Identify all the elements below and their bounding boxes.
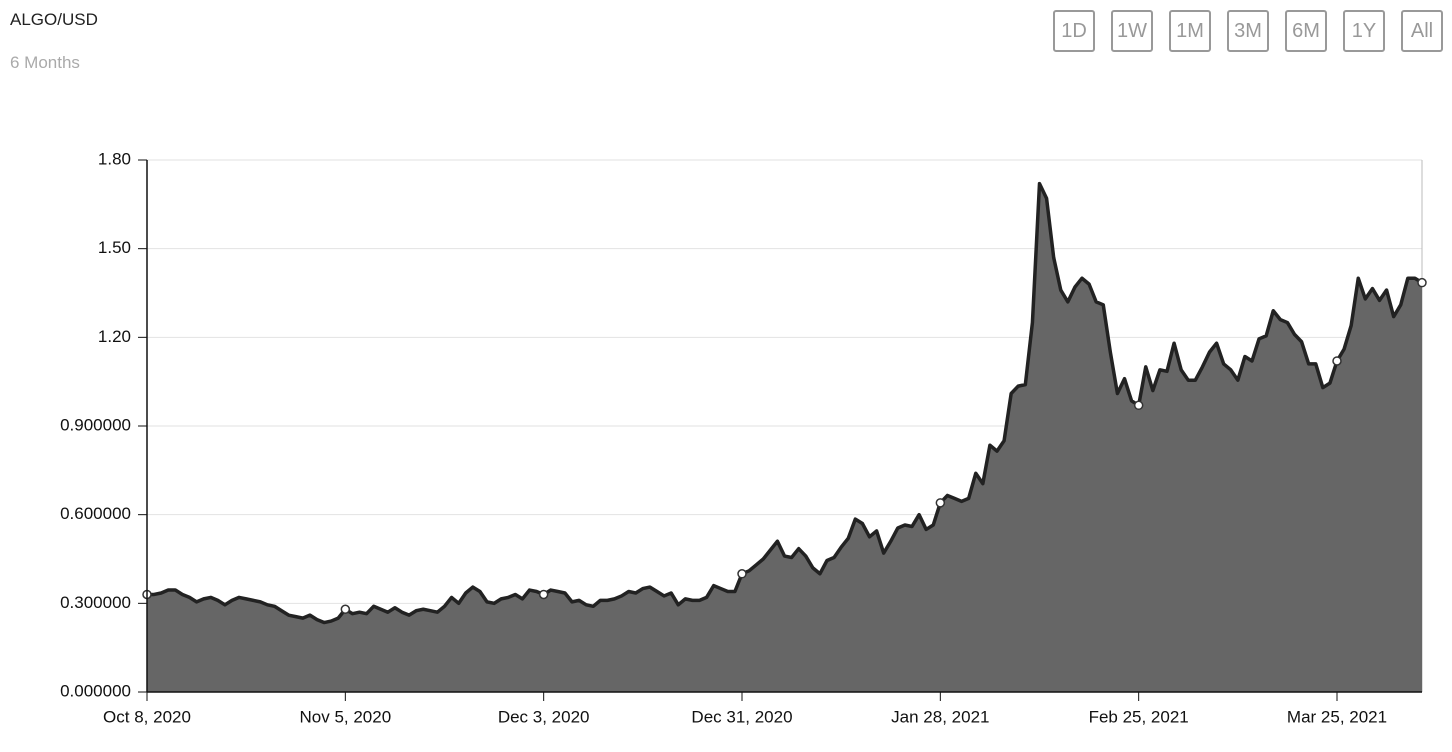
point-marker <box>538 589 549 600</box>
x-tick-label: Oct 8, 2020 <box>103 707 191 726</box>
y-tick-label: 1.50 <box>98 238 131 257</box>
y-tick-label: 0.000000 <box>60 681 131 700</box>
range-button[interactable]: 6M <box>1285 10 1327 52</box>
x-tick-label: Mar 25, 2021 <box>1287 707 1387 726</box>
range-button[interactable]: All <box>1401 10 1443 52</box>
x-tick-label: Dec 31, 2020 <box>691 707 792 726</box>
y-tick-label: 1.20 <box>98 327 131 346</box>
x-tick-label: Dec 3, 2020 <box>498 707 590 726</box>
x-tick-label: Jan 28, 2021 <box>891 707 989 726</box>
y-tick-label: 0.300000 <box>60 593 131 612</box>
point-marker <box>1133 400 1144 411</box>
range-buttons: 1D 1W 1M 3M 6M 1Y All <box>1053 10 1443 52</box>
range-button[interactable]: 1W <box>1111 10 1153 52</box>
point-marker <box>1417 277 1427 288</box>
range-button[interactable]: 1Y <box>1343 10 1385 52</box>
point-marker <box>340 604 351 614</box>
point-marker <box>935 498 946 508</box>
y-tick-label: 1.80 <box>98 149 131 168</box>
title: ALGO/USD <box>10 10 98 29</box>
y-tick-label: 0.600000 <box>60 504 131 523</box>
x-tick-label: Feb 25, 2021 <box>1089 707 1189 726</box>
point-marker <box>737 569 747 579</box>
range-button[interactable]: 1M <box>1169 10 1211 52</box>
range-button[interactable]: 3M <box>1227 10 1269 52</box>
price-line <box>147 181 1423 625</box>
y-tick-label: 0.900000 <box>60 415 131 434</box>
x-tick-label: Nov 5, 2020 <box>299 707 391 726</box>
subtitle: 6 Months <box>10 53 80 72</box>
point-marker <box>1332 356 1342 366</box>
range-button[interactable]: 1D <box>1053 10 1095 52</box>
